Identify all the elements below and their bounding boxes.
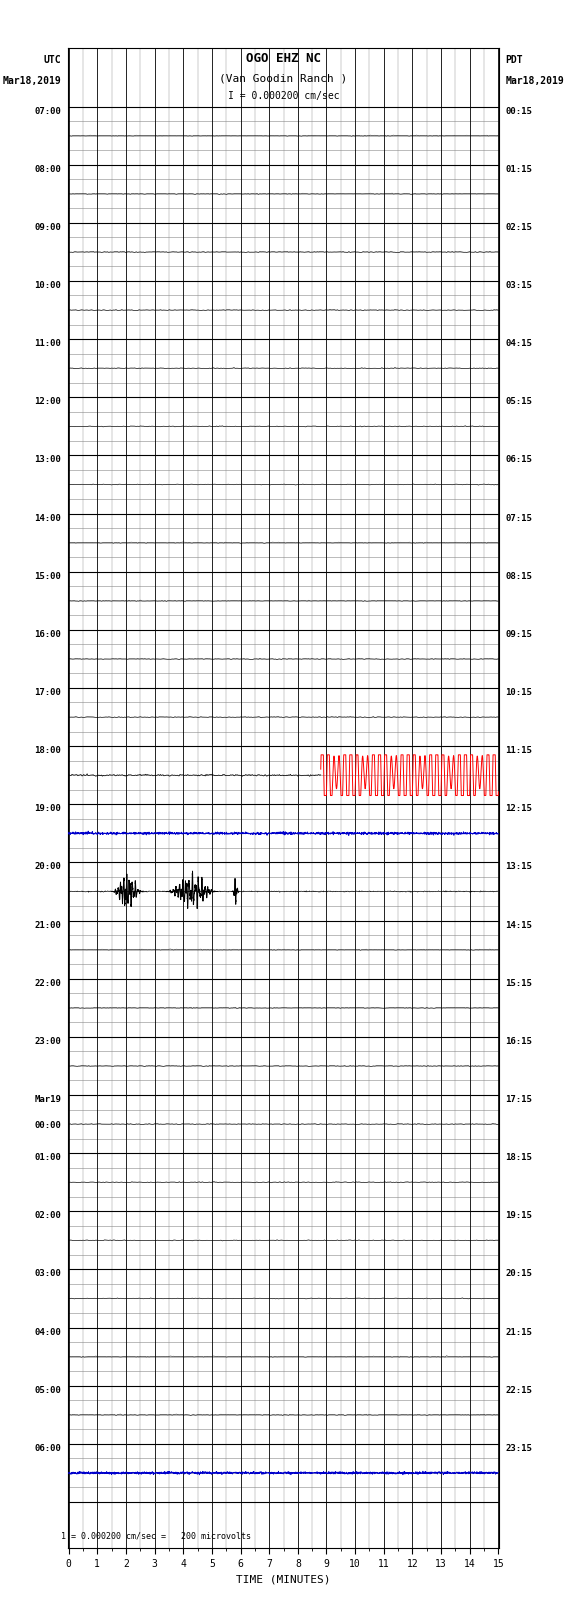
Text: 05:15: 05:15: [506, 397, 532, 406]
Text: 20:00: 20:00: [35, 863, 61, 871]
Text: (Van Goodin Ranch ): (Van Goodin Ranch ): [219, 73, 348, 84]
Text: 04:15: 04:15: [506, 339, 532, 348]
Text: 06:00: 06:00: [35, 1444, 61, 1453]
Text: UTC: UTC: [44, 55, 61, 65]
Text: I = 0.000200 cm/sec: I = 0.000200 cm/sec: [228, 90, 339, 100]
Text: 07:15: 07:15: [506, 513, 532, 523]
X-axis label: TIME (MINUTES): TIME (MINUTES): [236, 1574, 331, 1584]
Text: Mar18,2019: Mar18,2019: [3, 76, 61, 85]
Text: 10:00: 10:00: [35, 281, 61, 290]
Text: 16:15: 16:15: [506, 1037, 532, 1045]
Text: 23:00: 23:00: [35, 1037, 61, 1045]
Text: 16:00: 16:00: [35, 629, 61, 639]
Text: 18:00: 18:00: [35, 747, 61, 755]
Text: 01:00: 01:00: [35, 1153, 61, 1161]
Text: 01:15: 01:15: [506, 165, 532, 174]
Text: 15:00: 15:00: [35, 571, 61, 581]
Text: 00:15: 00:15: [506, 106, 532, 116]
Text: Mar18,2019: Mar18,2019: [506, 76, 564, 85]
Text: 18:15: 18:15: [506, 1153, 532, 1161]
Text: 02:00: 02:00: [35, 1211, 61, 1221]
Text: 22:00: 22:00: [35, 979, 61, 987]
Text: 03:00: 03:00: [35, 1269, 61, 1279]
Text: 11:15: 11:15: [506, 747, 532, 755]
Text: 10:15: 10:15: [506, 689, 532, 697]
Text: OGO EHZ NC: OGO EHZ NC: [246, 52, 321, 65]
Text: 05:00: 05:00: [35, 1386, 61, 1395]
Text: 17:00: 17:00: [35, 689, 61, 697]
Text: 14:00: 14:00: [35, 513, 61, 523]
Text: 20:15: 20:15: [506, 1269, 532, 1279]
Text: 09:15: 09:15: [506, 629, 532, 639]
Text: 08:15: 08:15: [506, 571, 532, 581]
Text: 12:00: 12:00: [35, 397, 61, 406]
Text: 04:00: 04:00: [35, 1327, 61, 1337]
Text: 11:00: 11:00: [35, 339, 61, 348]
Text: 17:15: 17:15: [506, 1095, 532, 1103]
Text: 19:15: 19:15: [506, 1211, 532, 1221]
Text: 21:00: 21:00: [35, 921, 61, 929]
Text: Mar19: Mar19: [35, 1095, 61, 1103]
Text: 08:00: 08:00: [35, 165, 61, 174]
Text: 02:15: 02:15: [506, 223, 532, 232]
Text: 13:00: 13:00: [35, 455, 61, 465]
Text: 12:15: 12:15: [506, 805, 532, 813]
Text: 19:00: 19:00: [35, 805, 61, 813]
Text: 1 = 0.000200 cm/sec =   200 microvolts: 1 = 0.000200 cm/sec = 200 microvolts: [61, 1531, 251, 1540]
Text: 23:15: 23:15: [506, 1444, 532, 1453]
Text: PDT: PDT: [506, 55, 523, 65]
Text: 03:15: 03:15: [506, 281, 532, 290]
Text: 14:15: 14:15: [506, 921, 532, 929]
Text: 00:00: 00:00: [35, 1121, 61, 1131]
Text: 21:15: 21:15: [506, 1327, 532, 1337]
Text: 22:15: 22:15: [506, 1386, 532, 1395]
Text: 07:00: 07:00: [35, 106, 61, 116]
Text: 09:00: 09:00: [35, 223, 61, 232]
Text: 15:15: 15:15: [506, 979, 532, 987]
Text: 06:15: 06:15: [506, 455, 532, 465]
Text: 13:15: 13:15: [506, 863, 532, 871]
